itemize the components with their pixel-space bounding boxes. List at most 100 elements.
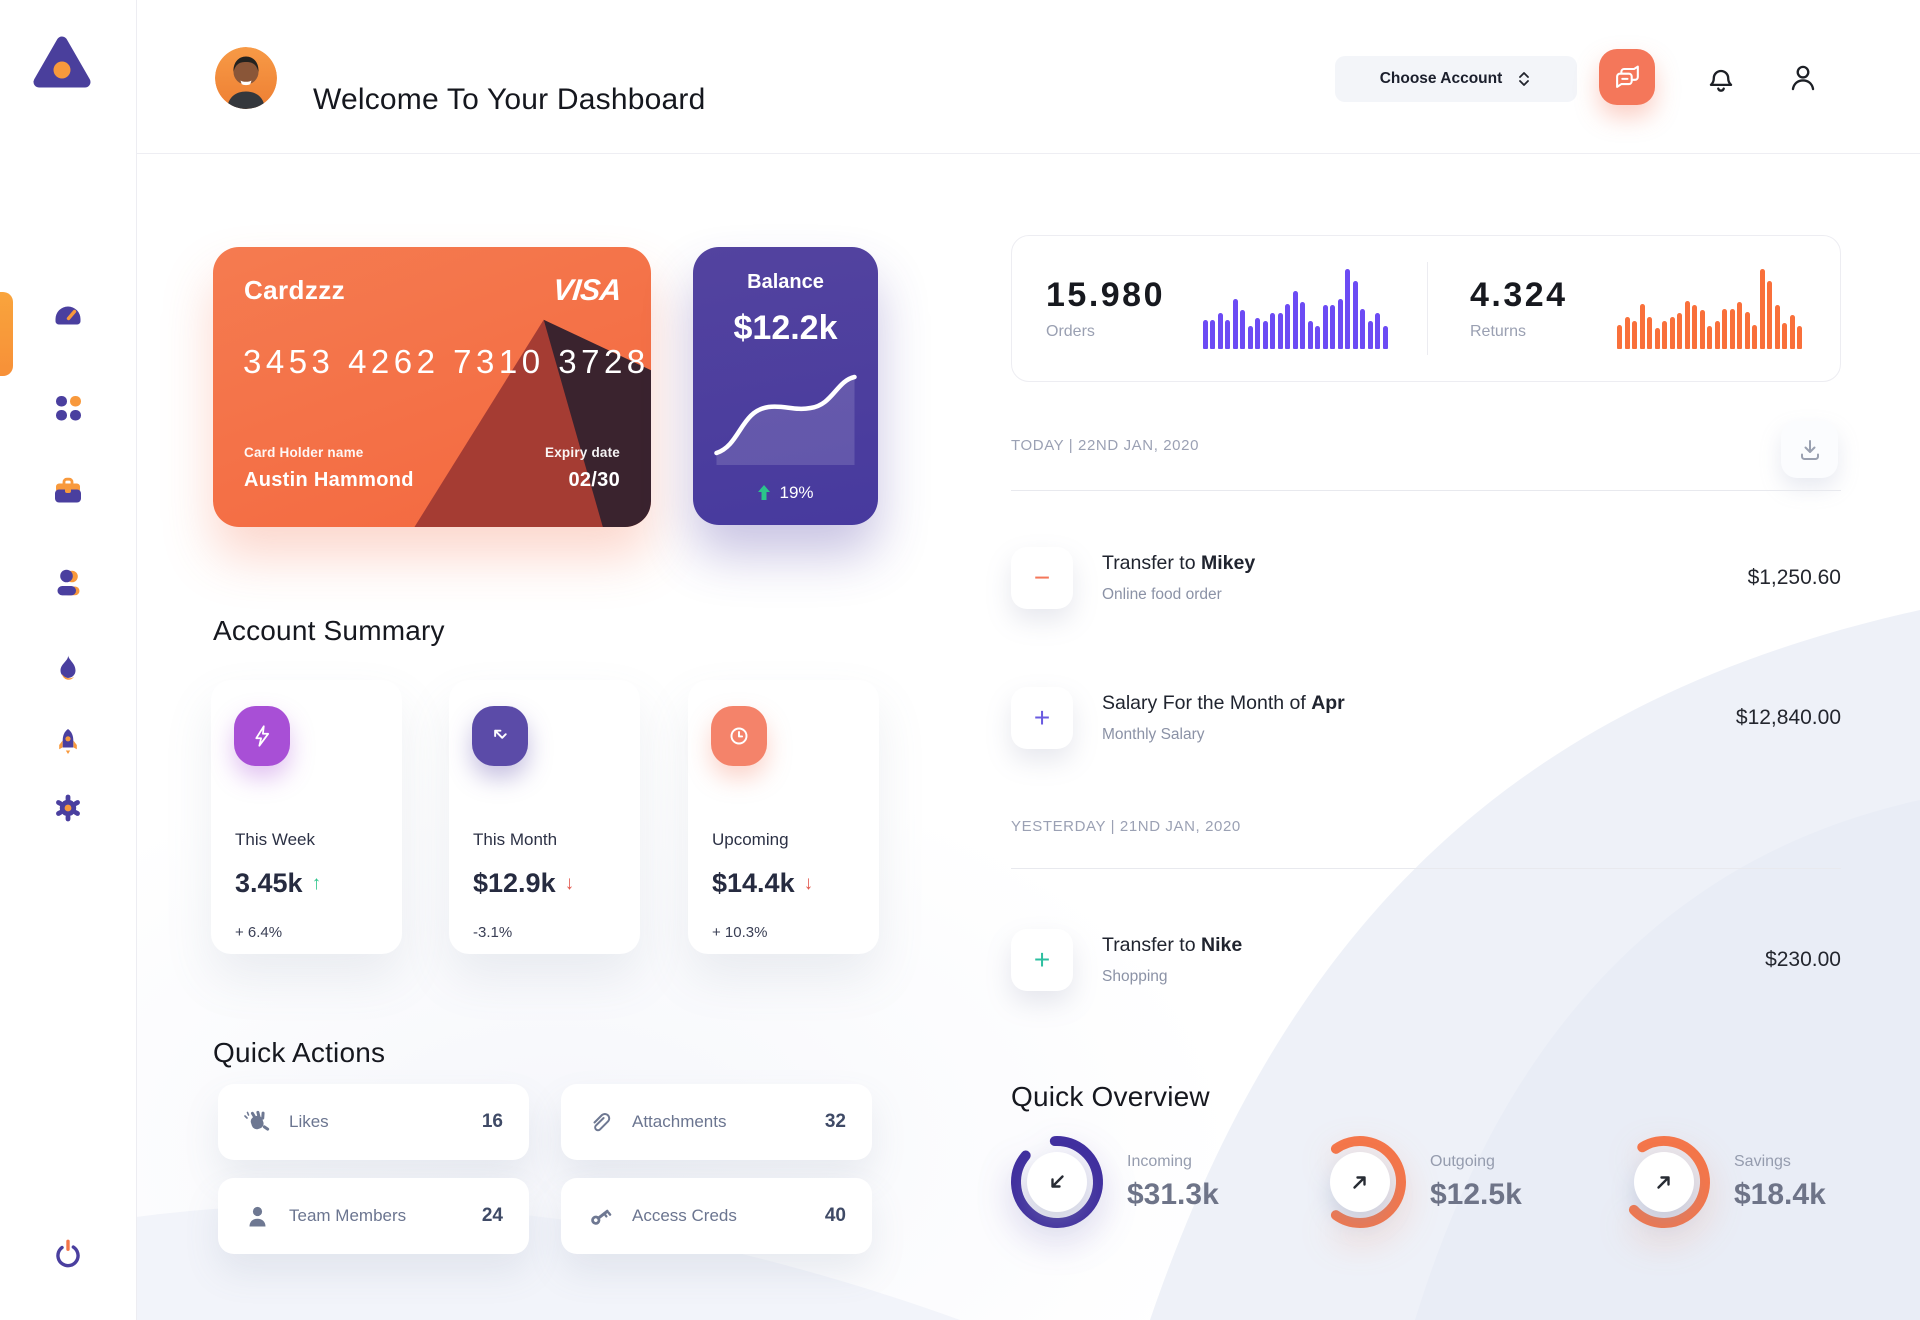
bar [1767, 281, 1772, 349]
summary-value-text: 3.45k [235, 868, 303, 898]
messages-button[interactable] [1599, 49, 1655, 105]
transaction-amount: $12,840.00 [1735, 706, 1841, 729]
briefcase-icon [55, 477, 81, 503]
orders-value: 15.980 [1046, 276, 1165, 314]
user-icon [57, 569, 80, 596]
user-avatar[interactable] [215, 47, 277, 109]
bar [1722, 308, 1727, 349]
quick-action-attachments[interactable]: Attachments 32 [561, 1084, 872, 1160]
stats-divider [1427, 262, 1428, 355]
sidebar-item-projects[interactable] [51, 475, 85, 509]
overview-incoming: Incoming $31.3k [1007, 1132, 1219, 1232]
summary-card-this-week: This Week 3.45k ↑ + 6.4% [211, 680, 402, 954]
transaction-sign-badge: + [1011, 929, 1073, 991]
bar [1662, 321, 1667, 349]
bar [1285, 303, 1291, 349]
logout-power-button[interactable] [50, 1236, 86, 1272]
bar [1247, 326, 1253, 349]
transaction-amount: $230.00 [1765, 948, 1841, 971]
bolt-icon-badge [234, 706, 290, 766]
trend-arrow: ↓ [564, 872, 575, 894]
apps-grid-icon [56, 396, 81, 421]
app-logo[interactable] [29, 30, 95, 96]
bar [1375, 313, 1381, 349]
notifications-button[interactable] [1703, 60, 1739, 96]
card-expiry: 02/30 [568, 469, 620, 491]
summary-label: This Week [235, 830, 315, 849]
bar [1277, 313, 1283, 349]
overview-outgoing: Outgoing $12.5k [1310, 1132, 1522, 1232]
bar [1692, 305, 1697, 349]
download-button[interactable] [1781, 421, 1838, 478]
card-holder-name: Austin Hammond [244, 469, 414, 491]
ring-label: Incoming [1127, 1152, 1192, 1170]
transaction-text: Transfer to Nike Shopping [1102, 934, 1242, 986]
bar [1639, 303, 1645, 349]
bar [1360, 308, 1366, 349]
bar [1699, 310, 1705, 349]
card-expiry-label: Expiry date [545, 445, 620, 460]
balance-value: $12.2k [733, 309, 838, 347]
summary-card-upcoming: Upcoming $14.4k ↓ + 10.3% [688, 680, 879, 954]
bar [1782, 322, 1787, 349]
bar [1270, 313, 1276, 349]
sidebar [0, 0, 137, 1320]
trend-arrow: ↑ [311, 872, 322, 894]
ring-label: Outgoing [1430, 1152, 1495, 1170]
balance-line-chart [714, 374, 857, 465]
transaction-title: Salary For the Month of Apr [1102, 692, 1345, 714]
orders-returns-card: 15.980 Orders 4.324 Returns [1011, 235, 1841, 382]
ring-value: $18.4k [1734, 1177, 1826, 1211]
select-chevrons-icon [1519, 72, 1530, 86]
balance-card: Balance $12.2k 19% [693, 247, 878, 525]
balance-delta-value: 19% [779, 483, 814, 502]
sidebar-item-apps[interactable] [51, 390, 85, 424]
quick-action-likes[interactable]: Likes 16 [218, 1084, 529, 1160]
quick-action-team-members[interactable]: Team Members 24 [218, 1178, 529, 1254]
profile-button[interactable] [1785, 60, 1821, 96]
summary-card-this-month: This Month $12.9k ↓ -3.1% [449, 680, 640, 954]
sidebar-item-trending[interactable] [51, 652, 85, 686]
transaction-subtitle: Monthly Salary [1102, 726, 1205, 743]
bar [1744, 311, 1750, 349]
sidebar-item-dashboard[interactable] [51, 299, 85, 333]
card-number: 3453 4262 7310 3728 [243, 343, 650, 380]
ring-center [1634, 1152, 1694, 1212]
bar [1797, 326, 1802, 349]
person-icon [1791, 65, 1815, 91]
summary-value-text: $14.4k [712, 868, 795, 898]
gear-icon [56, 794, 80, 822]
transaction-row-nike[interactable]: + Transfer to Nike Shopping $230.00 [1011, 928, 1841, 992]
transaction-row-salary[interactable]: + Salary For the Month of Apr Monthly Sa… [1011, 686, 1841, 750]
card-holder-label: Card Holder name [244, 445, 364, 460]
arrow-down-left-icon [1051, 1175, 1064, 1188]
bar [1737, 302, 1742, 349]
ring-value: $12.5k [1430, 1177, 1522, 1211]
bar [1315, 326, 1321, 349]
bar [1647, 316, 1652, 349]
sidebar-item-settings[interactable] [51, 791, 85, 825]
returns-bar-chart [1617, 268, 1802, 349]
sidebar-item-users[interactable] [51, 565, 85, 599]
bar [1210, 319, 1216, 349]
transaction-row-mikey[interactable]: − Transfer to Mikey Online food order $1… [1011, 546, 1841, 610]
bar [1684, 300, 1690, 349]
bar [1255, 318, 1261, 349]
bar [1217, 313, 1223, 349]
balance-label: Balance [747, 271, 824, 293]
bolt-icon [255, 725, 270, 747]
bar [1729, 308, 1735, 349]
arrow-bounce-icon [494, 729, 507, 739]
summary-value-text: $12.9k [473, 868, 556, 898]
bar [1759, 268, 1765, 349]
bar [1669, 316, 1675, 349]
returns-label: Returns [1469, 323, 1527, 340]
quick-overview-title: Quick Overview [1011, 1081, 1210, 1113]
account-select[interactable]: Choose Account [1335, 56, 1577, 102]
minus-icon: − [1033, 562, 1051, 593]
plus-icon: + [1033, 702, 1051, 733]
balance-delta: 19% [693, 483, 878, 503]
sidebar-item-launch[interactable] [51, 726, 85, 760]
quick-action-count: 40 [824, 1205, 846, 1226]
quick-action-access-creds[interactable]: Access Creds 40 [561, 1178, 872, 1254]
